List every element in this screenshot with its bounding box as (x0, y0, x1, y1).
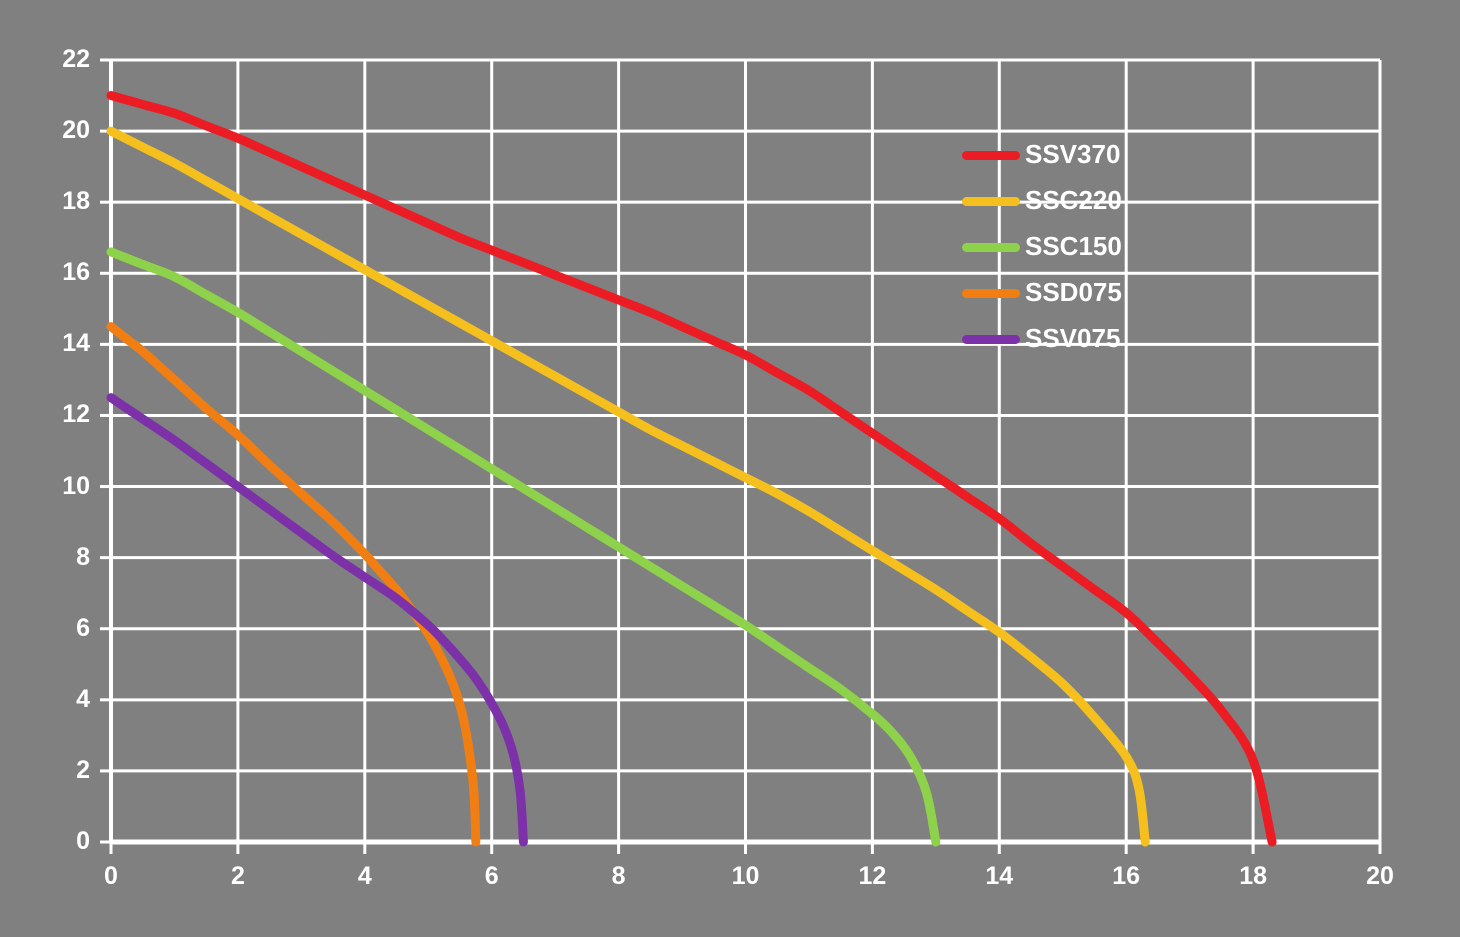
y-tick-label: 14 (62, 329, 90, 358)
x-tick-label: 14 (985, 862, 1014, 890)
series-line-ssc150 (106, 247, 941, 847)
x-tick-label: 20 (1366, 862, 1394, 890)
y-tick-label: 2 (76, 755, 90, 784)
gridlines (109, 58, 1382, 844)
y-tick-label: 0 (76, 827, 90, 855)
legend-swatch-ssc220 (962, 197, 1020, 206)
x-tick-label: 4 (357, 862, 372, 890)
y-tick-label: 8 (76, 542, 90, 571)
y-tick-label: 22 (62, 45, 90, 73)
legend-swatch-ssv075 (962, 335, 1020, 344)
legend-label-ssv370: SSV370 (1025, 139, 1121, 169)
x-tick-label: 6 (484, 862, 499, 890)
x-tick-label: 8 (611, 862, 626, 890)
y-tick-label: 18 (62, 187, 90, 216)
x-tick-label: 16 (1112, 862, 1141, 890)
y-tick-label: 20 (62, 116, 90, 145)
x-tick-label: 18 (1239, 862, 1267, 890)
y-tick-label: 12 (62, 400, 90, 429)
series-line-ssv370 (106, 91, 1277, 847)
legend-swatch-ssv370 (962, 151, 1020, 160)
series-line-ssd075 (106, 322, 481, 847)
series-line-ssc220 (106, 126, 1150, 847)
y-tick-label: 6 (76, 613, 90, 642)
legend-label-ssd075: SSD075 (1025, 277, 1122, 307)
x-tick-label: 2 (230, 862, 245, 890)
x-tick-label: 12 (858, 862, 887, 890)
legend-label-ssv075: SSV075 (1025, 323, 1121, 353)
series-line-ssv075 (106, 393, 528, 847)
x-tick-label: 10 (731, 862, 760, 890)
legend-label-ssc220: SSC220 (1025, 185, 1122, 215)
y-tick-label: 16 (62, 258, 90, 287)
y-tick-label: 4 (76, 684, 90, 713)
data-series-group (106, 91, 1277, 847)
y-tick-label: 10 (62, 471, 90, 500)
legend-swatch-ssc150 (962, 243, 1020, 252)
x-tick-label: 0 (104, 862, 118, 890)
legend-swatch-ssd075 (962, 289, 1020, 298)
legend-label-ssc150: SSC150 (1025, 231, 1122, 261)
axis-ticks (100, 58, 1382, 854)
